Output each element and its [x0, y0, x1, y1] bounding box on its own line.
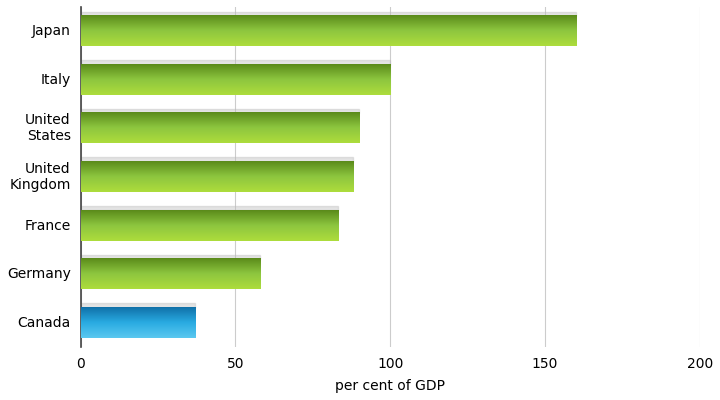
Bar: [81, 60, 390, 65]
Bar: [81, 254, 260, 259]
Bar: [81, 206, 338, 210]
Bar: [81, 12, 576, 16]
X-axis label: per cent of GDP: per cent of GDP: [336, 379, 445, 393]
Bar: [81, 303, 195, 308]
Bar: [81, 109, 359, 113]
Bar: [81, 157, 353, 162]
